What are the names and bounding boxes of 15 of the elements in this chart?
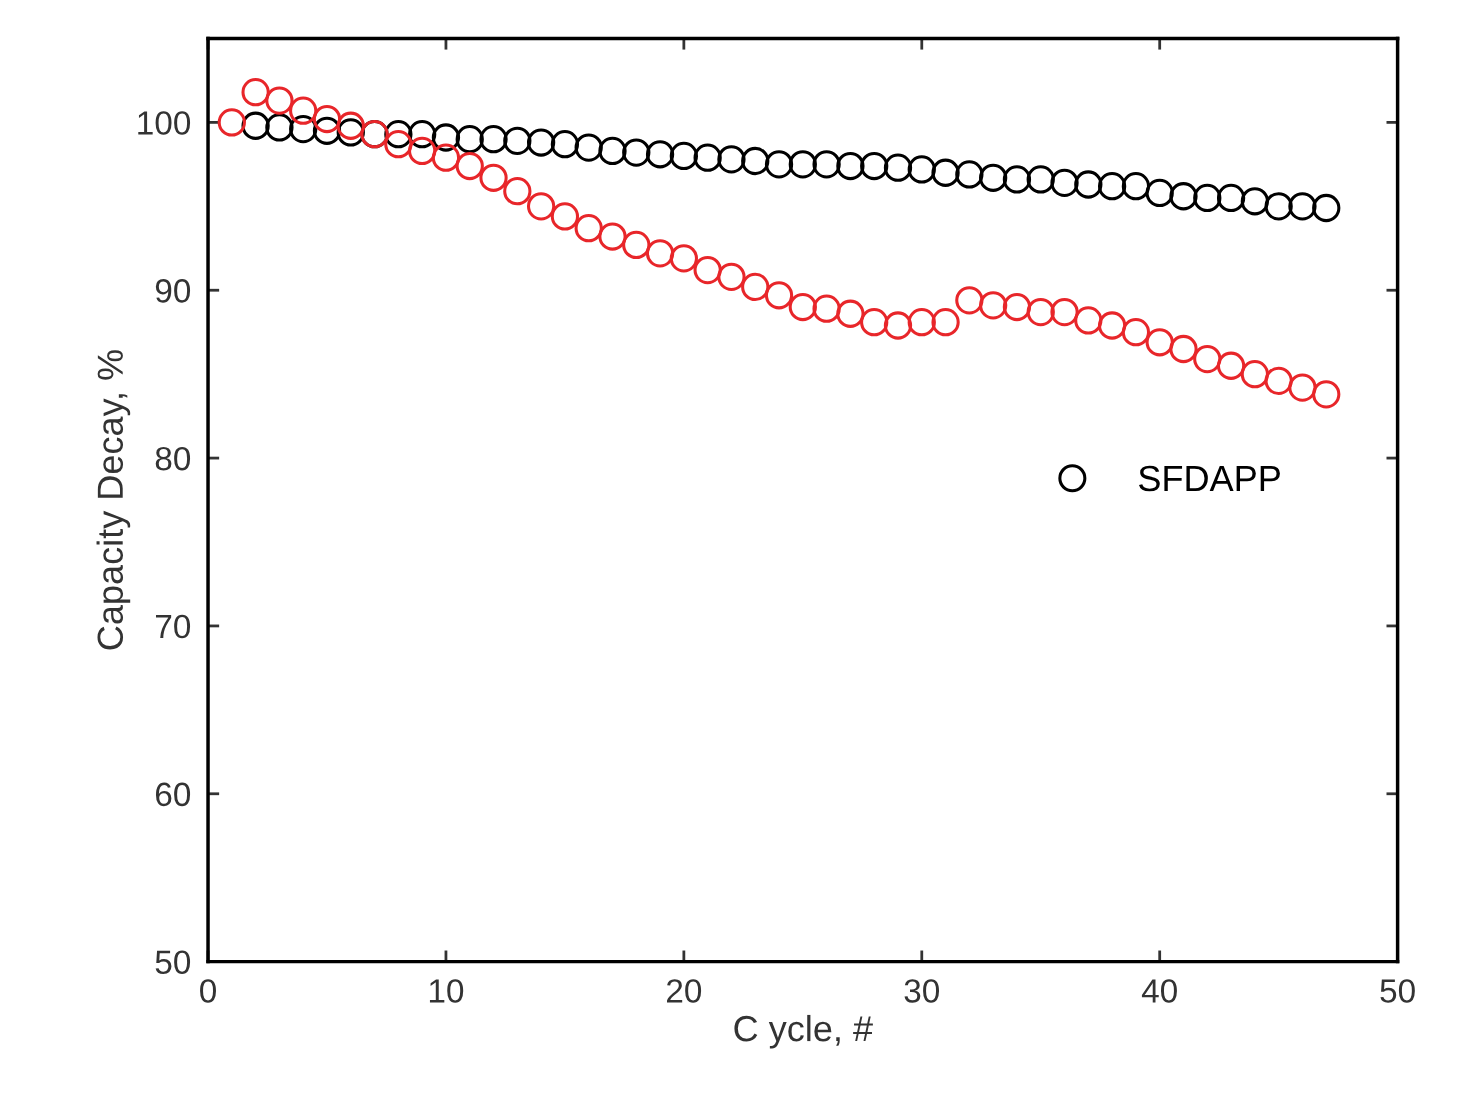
x-tick-label: 0 <box>200 979 216 1003</box>
x-tick-label: 20 <box>667 979 702 1003</box>
y-tick-label: 100 <box>138 111 191 135</box>
y-axis-title: Capacity Decay, % <box>96 350 131 650</box>
y-tick-label: 60 <box>155 782 191 807</box>
x-tick-label: 40 <box>1141 979 1177 1003</box>
x-tick-label: 30 <box>904 979 940 1003</box>
x-axis-title: C ycle, # <box>734 1014 873 1049</box>
legend-label: SFDAPP <box>1139 465 1280 492</box>
y-tick-label: 80 <box>155 446 191 471</box>
y-tick-label: 50 <box>155 950 191 975</box>
y-tick-label: 90 <box>155 279 191 303</box>
x-tick-label: 50 <box>1380 979 1415 1003</box>
x-tick-label: 10 <box>429 979 464 1003</box>
y-tick-label: 70 <box>156 614 191 639</box>
